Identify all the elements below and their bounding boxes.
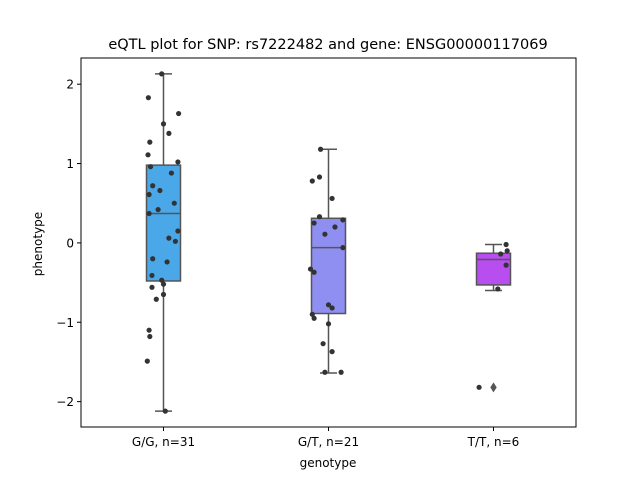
data-point <box>338 369 344 375</box>
data-point <box>340 217 346 223</box>
data-point <box>146 327 152 333</box>
data-point <box>329 305 335 311</box>
data-point <box>155 206 161 213</box>
data-point <box>147 139 153 145</box>
data-point <box>146 191 152 198</box>
data-point <box>309 311 315 317</box>
data-point <box>149 272 155 279</box>
data-point <box>160 291 167 298</box>
data-point <box>162 408 168 414</box>
data-point <box>476 384 482 390</box>
axes-frame <box>80 57 577 428</box>
box-iqr <box>475 252 512 286</box>
data-point <box>503 262 509 268</box>
data-point <box>504 248 510 254</box>
data-point <box>164 259 170 265</box>
data-point <box>175 159 181 165</box>
data-point <box>309 178 315 184</box>
box-group <box>475 243 512 393</box>
data-point <box>150 256 156 262</box>
data-point <box>159 277 165 283</box>
data-point <box>171 200 177 206</box>
data-point <box>146 210 152 217</box>
y-tick-label: −2 <box>56 395 74 409</box>
chart-title: eQTL plot for SNP: rs7222482 and gene: E… <box>108 37 547 53</box>
data-point <box>322 369 328 375</box>
data-point <box>329 349 335 355</box>
data-point <box>503 241 509 248</box>
data-point <box>160 281 167 287</box>
data-point <box>145 152 151 158</box>
y-tick-label: −1 <box>56 316 74 330</box>
data-point <box>498 251 504 257</box>
data-point <box>325 321 332 327</box>
data-point <box>175 228 181 234</box>
data-point <box>311 315 317 321</box>
data-point <box>316 174 323 180</box>
data-point <box>160 121 167 127</box>
data-point <box>176 110 182 117</box>
x-tick-label: G/T, n=21 <box>298 435 359 449</box>
data-point <box>495 286 501 292</box>
x-tick-label: G/G, n=31 <box>132 435 195 449</box>
data-point <box>144 358 150 364</box>
data-point <box>317 146 324 152</box>
data-point <box>311 220 317 226</box>
data-point <box>325 302 332 308</box>
data-point <box>147 164 154 170</box>
box-iqr <box>310 217 347 315</box>
data-point <box>307 266 314 272</box>
data-point <box>316 214 323 220</box>
data-point <box>322 231 328 237</box>
data-point <box>150 183 156 189</box>
data-point <box>320 341 326 347</box>
data-point <box>157 187 163 194</box>
data-point <box>329 195 335 202</box>
data-point <box>168 170 175 176</box>
data-point <box>153 296 159 302</box>
x-tick-label: T/T, n=6 <box>467 435 520 449</box>
y-tick-label: 2 <box>66 78 74 92</box>
x-axis-label: genotype <box>300 456 357 470</box>
box-group <box>310 148 347 374</box>
data-point <box>159 71 165 77</box>
box-iqr <box>145 164 182 282</box>
data-point <box>166 235 172 241</box>
y-tick-label: 1 <box>66 157 74 171</box>
data-point <box>340 245 346 251</box>
data-point <box>166 130 172 136</box>
data-point <box>149 284 155 290</box>
plot-area: 2 1 0 −1 −2 G/G, n=31 G/T, n=21 T/T, n=6 <box>56 57 577 449</box>
outlier-marker <box>490 382 497 393</box>
y-axis-label: phenotype <box>31 212 45 276</box>
data-point <box>172 238 178 244</box>
data-point <box>332 224 338 230</box>
data-point <box>147 333 153 340</box>
y-tick-label: 0 <box>66 236 74 250</box>
data-point <box>311 269 317 275</box>
data-point <box>145 95 151 101</box>
